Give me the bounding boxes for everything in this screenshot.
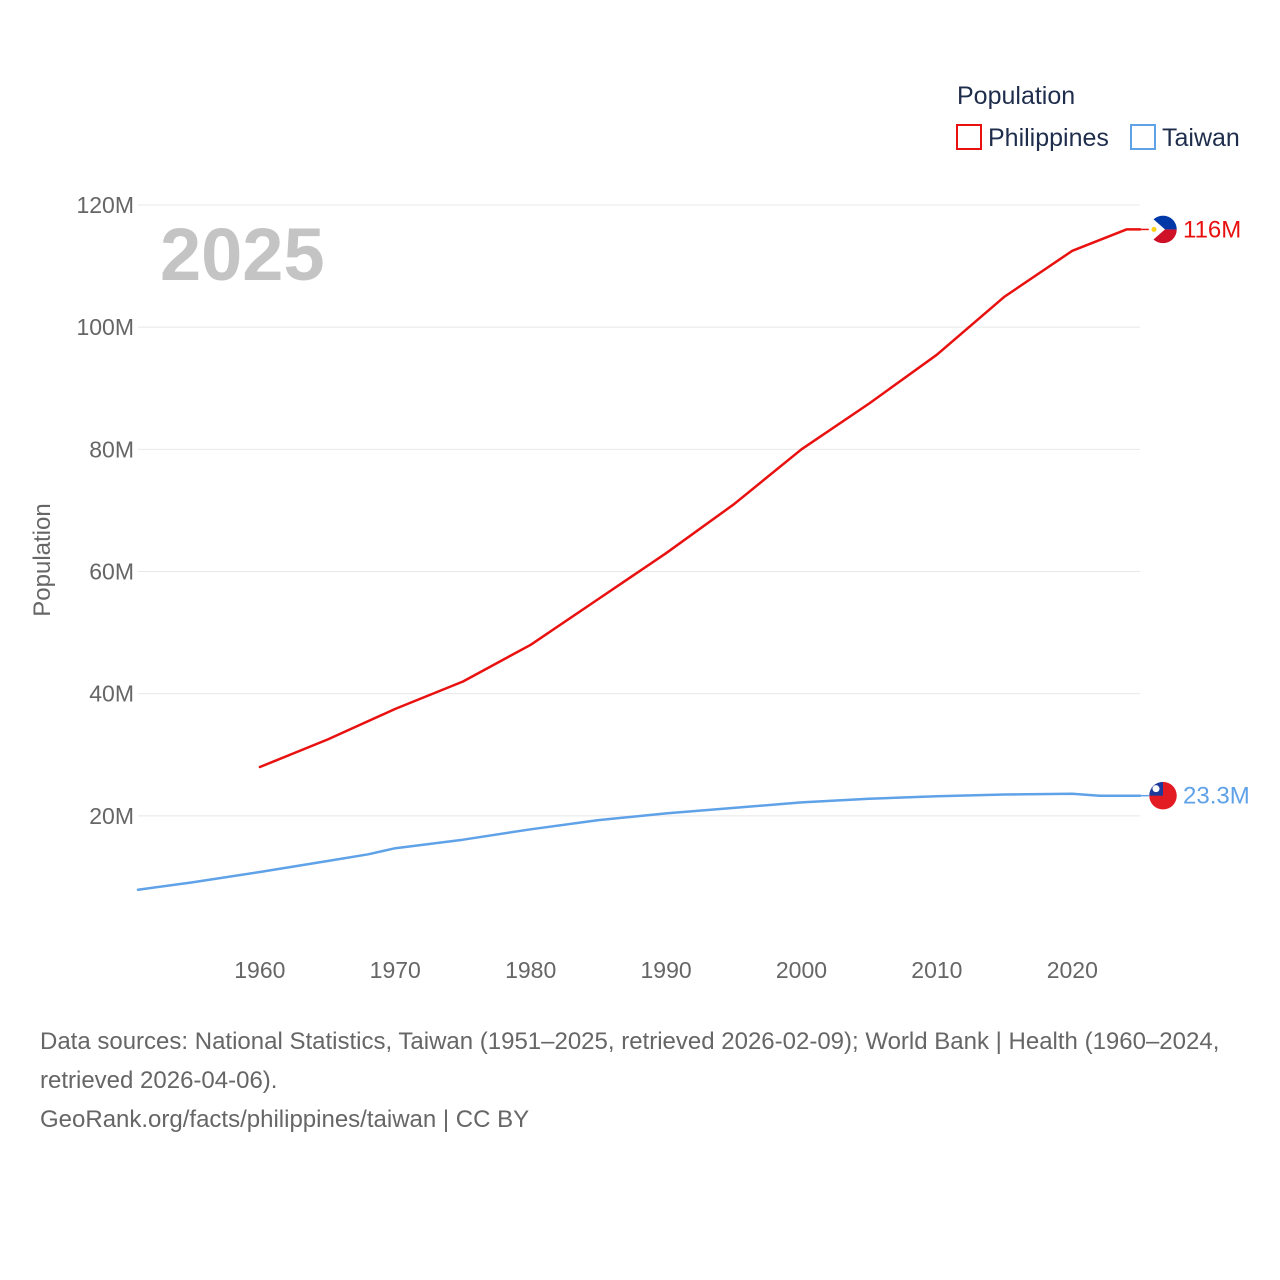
legend-label-philippines: Philippines: [988, 124, 1109, 152]
series-line-philippines[interactable]: [258, 228, 1142, 769]
y-tick-label: 20M: [89, 803, 134, 829]
legend-swatch-taiwan: [1130, 124, 1156, 150]
y-tick-label: 80M: [89, 436, 134, 462]
legend-label-taiwan: Taiwan: [1162, 124, 1240, 152]
grid-lines: [138, 204, 1140, 817]
taiwan-flag-icon: [1148, 781, 1178, 810]
x-tick-label: 2020: [1047, 957, 1098, 983]
x-tick-label: 1990: [640, 957, 691, 983]
x-axis-ticks: 1960 1970 1980 1990 2000 2010 2020: [234, 957, 1098, 983]
data-sources: Data sources: National Statistics, Taiwa…: [40, 1028, 1220, 1094]
x-tick-label: 1960: [234, 957, 285, 983]
series-layer: 116M 23.3M: [136, 215, 1250, 891]
footer: Data sources: National Statistics, Taiwa…: [40, 1022, 1250, 1139]
end-label-taiwan: 23.3M: [1183, 783, 1250, 810]
chart: 20M 40M 60M 80M 100M 120M 1960 1970 1980 1990 200…: [29, 82, 1250, 983]
y-tick-label: 120M: [76, 192, 134, 218]
legend-title: Population: [957, 82, 1075, 110]
legend-item-philippines[interactable]: Philippines: [956, 124, 1109, 152]
philippines-flag-icon: [1148, 215, 1178, 244]
x-tick-label: 2010: [911, 957, 962, 983]
series-line-taiwan[interactable]: [136, 792, 1142, 891]
credit-link[interactable]: GeoRank.org/facts/philippines/taiwan | C…: [40, 1106, 530, 1133]
x-tick-label: 1970: [370, 957, 421, 983]
legend-swatch-philippines: [956, 124, 982, 150]
y-axis-title: Population: [29, 503, 56, 616]
legend: Population Philippines Taiwan: [956, 82, 1240, 152]
series-philippines[interactable]: 116M: [258, 215, 1241, 769]
y-axis-ticks: 20M 40M 60M 80M 100M 120M: [76, 192, 134, 829]
year-label: 2025: [160, 213, 325, 296]
y-tick-label: 100M: [76, 314, 134, 340]
x-tick-label: 1980: [505, 957, 556, 983]
legend-item-taiwan[interactable]: Taiwan: [1130, 124, 1240, 152]
y-tick-label: 60M: [89, 559, 134, 585]
y-tick-label: 40M: [89, 681, 134, 707]
x-tick-label: 2000: [776, 957, 827, 983]
end-label-philippines: 116M: [1183, 216, 1241, 243]
series-taiwan[interactable]: 23.3M: [136, 781, 1250, 891]
